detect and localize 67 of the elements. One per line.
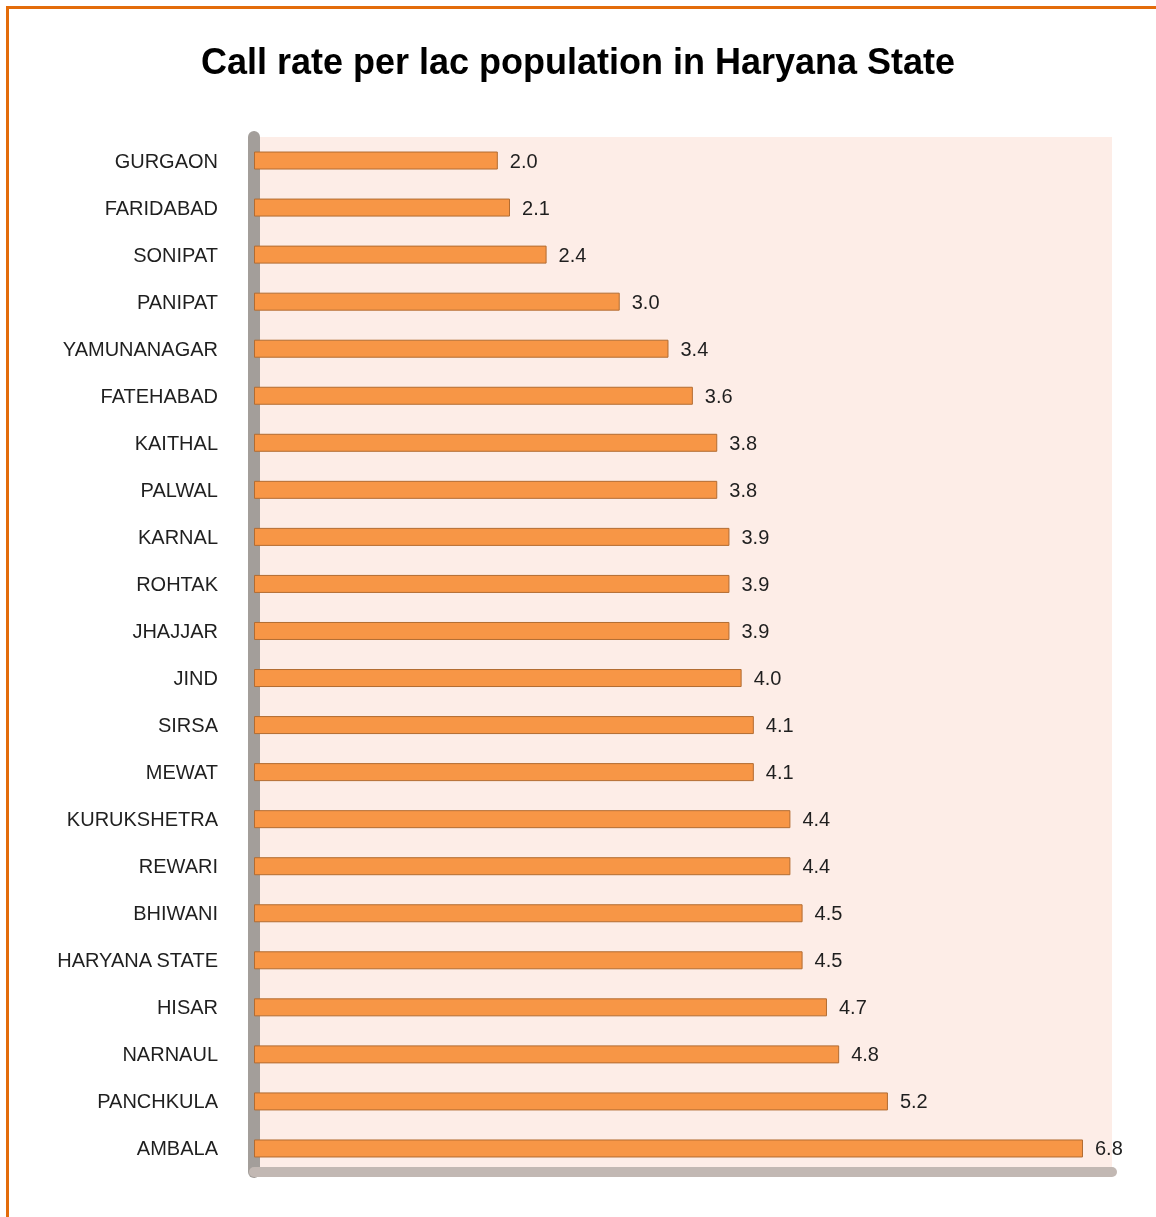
data-label: 3.9 <box>741 525 770 548</box>
chart-title: Call rate per lac population in Haryana State <box>200 40 956 82</box>
data-label: 3.8 <box>729 431 758 454</box>
bar <box>254 480 718 499</box>
bar <box>254 151 498 170</box>
bar <box>254 433 718 452</box>
data-label: 3.6 <box>704 384 733 407</box>
data-label: 6.8 <box>1094 1137 1123 1160</box>
y-tick-label: JHAJJAR <box>132 619 218 642</box>
y-tick-label: JIND <box>173 667 218 690</box>
bar <box>254 951 803 970</box>
bar <box>254 198 511 217</box>
y-tick-label: KARNAL <box>137 525 218 548</box>
y-tick-label: HARYANA STATE <box>57 949 218 972</box>
data-label: 4.0 <box>753 667 782 690</box>
y-tick-label: HISAR <box>156 996 218 1019</box>
y-tick-label: PALWAL <box>140 478 218 501</box>
bar <box>254 1092 888 1111</box>
data-label: 4.5 <box>814 902 843 925</box>
y-tick-label: ROHTAK <box>136 572 219 595</box>
y-tick-label: KAITHAL <box>134 431 218 454</box>
data-label: 4.5 <box>814 949 843 972</box>
y-tick-label: NARNAUL <box>122 1043 218 1066</box>
bar <box>254 857 791 876</box>
y-tick-label: GURGAON <box>114 149 218 172</box>
data-label: 2.1 <box>522 196 550 219</box>
bar <box>254 574 730 593</box>
data-label: 3.4 <box>680 337 709 360</box>
bar <box>254 1045 840 1064</box>
data-label: 3.9 <box>741 619 770 642</box>
data-label: 2.4 <box>558 243 587 266</box>
y-tick-label: REWARI <box>138 855 218 878</box>
y-tick-label: PANCHKULA <box>97 1090 219 1113</box>
data-label: 4.1 <box>765 761 794 784</box>
y-tick-label: SIRSA <box>157 714 219 737</box>
bar <box>254 763 754 782</box>
y-tick-label: SONIPAT <box>133 243 218 266</box>
data-label: 3.9 <box>741 572 770 595</box>
bar <box>254 339 669 358</box>
data-label: 2.0 <box>509 149 538 172</box>
bar <box>254 998 827 1017</box>
bar <box>254 621 730 640</box>
y-tick-label: BHIWANI <box>133 902 218 925</box>
data-label: 4.7 <box>838 996 867 1019</box>
bar <box>254 904 803 923</box>
data-label: 3.0 <box>631 290 660 313</box>
data-label: 3.8 <box>729 478 758 501</box>
bar <box>254 386 693 405</box>
y-tick-label: FATEHABAD <box>100 384 218 407</box>
y-tick-label: AMBALA <box>136 1137 219 1160</box>
data-label: 4.8 <box>851 1043 879 1066</box>
y-tick-label: YAMUNANAGAR <box>62 337 218 360</box>
bar <box>254 245 547 264</box>
data-label: 4.4 <box>802 855 831 878</box>
data-label: 4.4 <box>802 808 831 831</box>
bar <box>254 527 730 546</box>
y-tick-label: FARIDABAD <box>104 196 218 219</box>
bar <box>254 1139 1083 1158</box>
data-label: 4.1 <box>765 714 794 737</box>
data-label: 5.2 <box>899 1090 928 1113</box>
y-tick-label: KURUKSHETRA <box>66 808 219 831</box>
bar <box>254 669 742 688</box>
bar <box>254 292 620 311</box>
bar <box>254 810 791 829</box>
bar <box>254 716 754 735</box>
y-tick-label: MEWAT <box>145 761 218 784</box>
y-tick-label: PANIPAT <box>136 290 218 313</box>
